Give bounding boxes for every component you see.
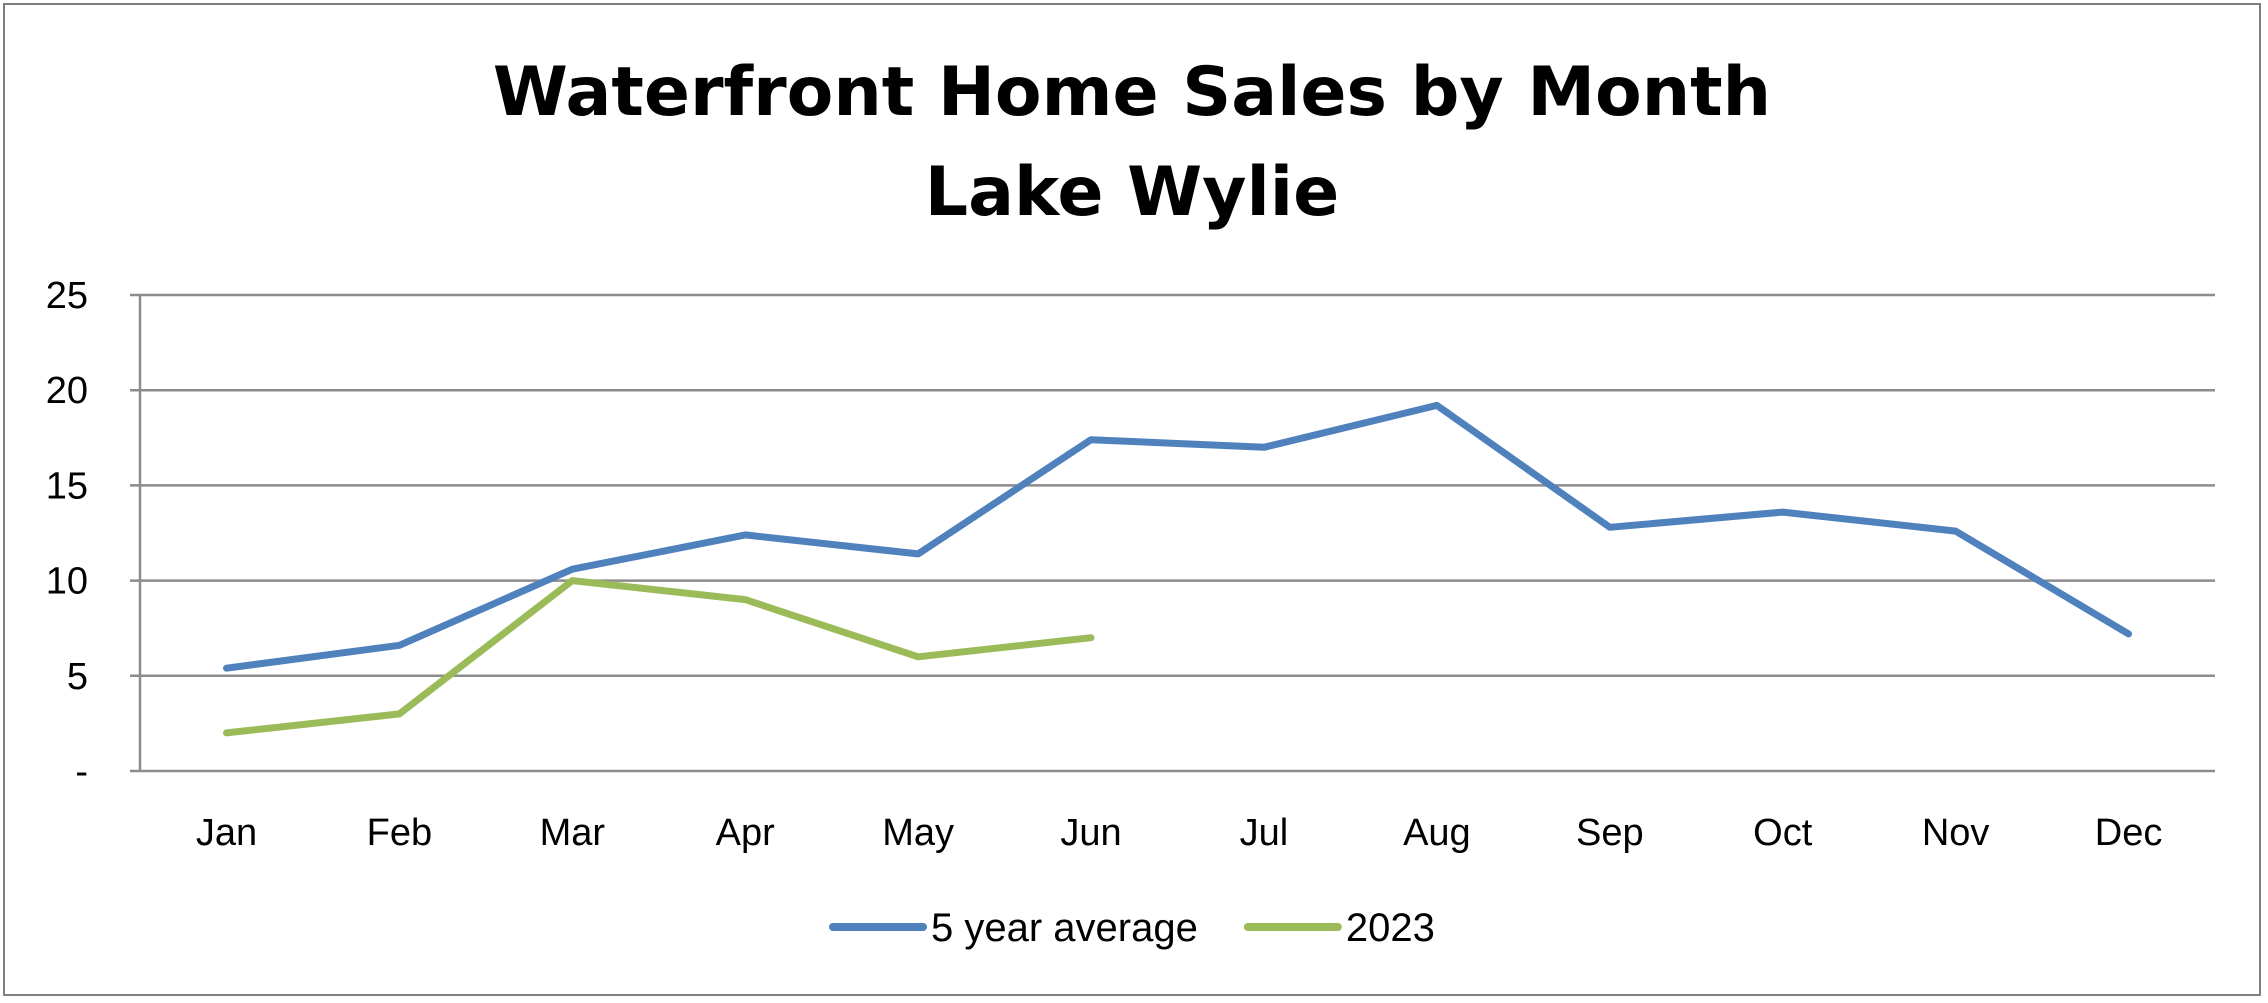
x-tick-label: Oct — [1753, 812, 1813, 854]
x-tick-label: Nov — [1922, 812, 1990, 854]
legend-label: 2023 — [1346, 906, 1435, 950]
y-tick-label: 10 — [46, 561, 88, 603]
chart-subtitle: Lake Wylie — [925, 153, 1339, 232]
x-tick-label: Aug — [1403, 812, 1471, 854]
x-tick-label: Jul — [1240, 812, 1289, 854]
y-tick-label: - — [75, 751, 88, 793]
x-tick-label: May — [882, 812, 954, 854]
gridlines — [130, 293, 2215, 773]
legend-item: 5 year average — [829, 906, 1198, 950]
legend-item: 2023 — [1243, 906, 1435, 950]
y-tick-label: 25 — [46, 275, 88, 317]
chart-title: Waterfront Home Sales by Month — [493, 53, 1771, 132]
x-tick-label: Jan — [196, 812, 257, 854]
y-tick-label: 5 — [67, 656, 88, 698]
legend: 5 year average 2023 — [829, 906, 1435, 950]
y-tick-label: 20 — [46, 370, 88, 412]
x-tick-label: Apr — [716, 812, 775, 854]
chart-frame — [3, 3, 2261, 996]
series-line-0 — [223, 401, 2132, 672]
x-tick-label: Feb — [367, 812, 432, 854]
x-axis-ticks: Jan Feb Mar Apr May Jun Jul Aug Sep Oct Nov Dec — [196, 812, 2163, 854]
x-tick-label: Dec — [2095, 812, 2163, 854]
series-line-1 — [223, 577, 1095, 737]
x-tick-label: Sep — [1576, 812, 1644, 854]
y-axis-ticks: - 5 10 15 20 25 — [46, 275, 88, 793]
legend-label: 5 year average — [931, 906, 1198, 950]
x-tick-label: Jun — [1060, 812, 1121, 854]
series — [223, 401, 2132, 737]
x-tick-label: Mar — [540, 812, 606, 854]
y-tick-label: 15 — [46, 465, 88, 507]
